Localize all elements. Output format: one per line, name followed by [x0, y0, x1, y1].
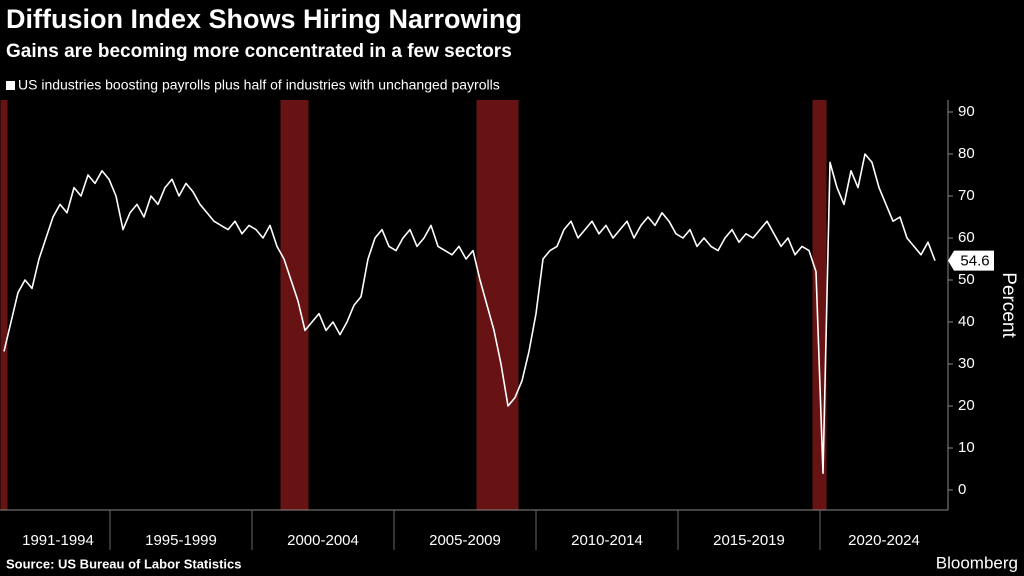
recession-band	[280, 100, 309, 510]
data-line	[3, 153, 936, 475]
y-tick-label: 40	[958, 313, 975, 330]
last-value-box	[948, 250, 994, 271]
recession-band	[476, 100, 519, 510]
chart-title: Diffusion Index Shows Hiring Narrowing	[6, 4, 522, 34]
x-tick-label: 1991-1994	[22, 532, 94, 549]
chart-subtitle: Gains are becoming more concentrated in …	[6, 41, 512, 62]
y-tick-label: 50	[958, 271, 975, 288]
y-tick-label: 90	[958, 103, 975, 120]
y-tick-label: 60	[958, 229, 975, 246]
x-tick-label: 2005-2009	[429, 532, 501, 549]
source: Source: US Bureau of Labor Statistics	[6, 556, 242, 571]
y-tick-label: 20	[958, 397, 975, 414]
brand: Bloomberg	[936, 553, 1018, 572]
y-tick-label: 30	[958, 355, 975, 372]
x-tick-label: 1995-1999	[145, 532, 217, 549]
x-tick-label: 2000-2004	[287, 532, 359, 549]
y-tick-label: 80	[958, 145, 975, 162]
x-tick-label: 2015-2019	[713, 532, 785, 549]
legend-swatch	[6, 81, 15, 90]
x-tick-label: 2020-2024	[848, 532, 920, 549]
y-tick-label: 0	[958, 481, 966, 498]
y-tick-label: 10	[958, 439, 975, 456]
y-tick-label: 70	[958, 187, 975, 204]
x-tick-label: 2010-2014	[571, 532, 643, 549]
last-value-label: 54.6	[960, 253, 989, 270]
recession-band	[812, 100, 827, 510]
recession-band	[0, 100, 8, 510]
y-axis-label: Percent	[998, 272, 1019, 338]
legend-label: US industries boosting payrolls plus hal…	[18, 77, 500, 93]
